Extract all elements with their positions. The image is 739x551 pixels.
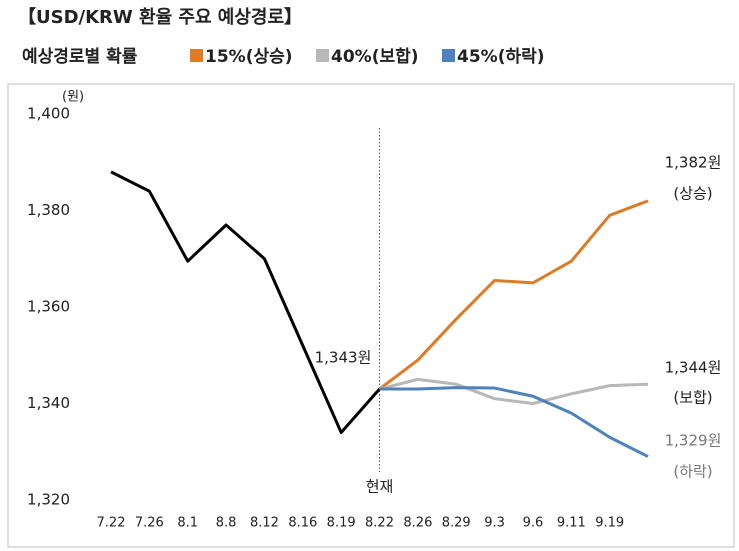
x-tick-label: 7.26 bbox=[135, 516, 164, 531]
annotation: 1,382원 bbox=[665, 154, 722, 172]
y-unit: (원) bbox=[62, 90, 84, 105]
series-line bbox=[378, 199, 649, 391]
legend-title: 예상경로별 확률 bbox=[22, 47, 138, 67]
x-tick-label: 8.8 bbox=[216, 516, 237, 531]
series-line bbox=[379, 377, 649, 405]
x-tick-label: 8.29 bbox=[442, 516, 471, 531]
x-tick-label: 9.11 bbox=[557, 516, 586, 531]
x-tick-label: 9.19 bbox=[595, 516, 624, 531]
x-tick-label: 8.22 bbox=[365, 516, 394, 531]
legend-label: 45%(하락) bbox=[457, 47, 545, 67]
x-tick-label: 8.19 bbox=[327, 516, 356, 531]
x-tick-label: 8.26 bbox=[403, 516, 432, 531]
x-tick-label: 9.3 bbox=[484, 516, 505, 531]
x-tick-label: 8.1 bbox=[177, 516, 198, 531]
x-tick-label: 7.22 bbox=[97, 516, 126, 531]
chart-title: 【USD/KRW 환율 주요 예상경로】 bbox=[18, 6, 302, 28]
legend-label: 40%(보합) bbox=[331, 46, 419, 67]
legend-swatch bbox=[190, 49, 203, 62]
annotation: 현재 bbox=[366, 478, 394, 496]
legend-label: 15%(상승) bbox=[205, 47, 293, 67]
legend-swatch bbox=[316, 49, 329, 62]
y-tick-label: 1,380 bbox=[27, 201, 70, 219]
x-tick-label: 9.6 bbox=[523, 516, 544, 531]
annotation: (상승) bbox=[673, 185, 712, 203]
legend-swatch bbox=[442, 49, 455, 62]
x-tick-label: 8.16 bbox=[288, 516, 317, 531]
y-tick-label: 1,340 bbox=[27, 394, 70, 412]
series-line bbox=[379, 386, 649, 458]
annotation: (하락) bbox=[673, 463, 712, 481]
y-tick-label: 1,360 bbox=[27, 298, 70, 316]
annotation: 1,343원 bbox=[315, 349, 372, 367]
y-tick-label: 1,400 bbox=[27, 105, 70, 123]
annotation: 1,329원 bbox=[665, 432, 722, 450]
series-line bbox=[110, 170, 381, 434]
plot-frame bbox=[7, 83, 735, 548]
y-tick-label: 1,320 bbox=[27, 491, 70, 509]
x-tick-label: 8.12 bbox=[250, 516, 279, 531]
annotation: 1,344원 bbox=[665, 359, 722, 377]
annotation: (보합) bbox=[673, 389, 712, 407]
